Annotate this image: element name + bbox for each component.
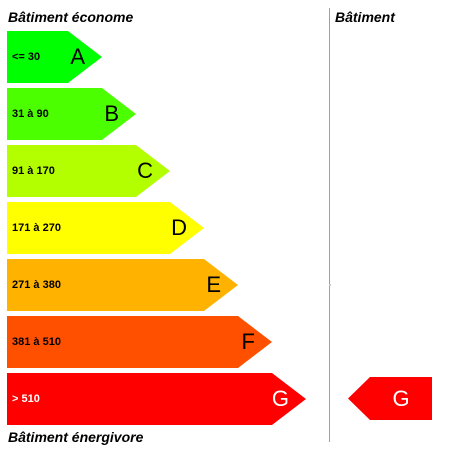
divider-marker [329, 284, 331, 286]
energy-class-g-range: > 510 [12, 393, 40, 405]
energy-class-g-bar: > 510 G [7, 373, 306, 425]
energy-class-f-letter: F [241, 329, 255, 354]
energy-class-c-letter: C [137, 158, 153, 183]
energy-class-a-bar: <= 30 A [7, 31, 102, 83]
building-class-letter: G [392, 385, 410, 411]
energy-class-d-letter: D [171, 215, 187, 240]
energy-class-e-letter: E [206, 272, 221, 297]
energy-class-c-bar: 91 à 170 C [7, 145, 170, 197]
energy-class-c-range: 91 à 170 [12, 165, 55, 177]
building-class-indicator: G [348, 377, 432, 420]
energy-class-a-range: <= 30 [12, 51, 41, 63]
energy-class-g-letter: G [271, 386, 289, 411]
header-economical: Bâtiment économe [8, 9, 134, 25]
energy-class-e-bar: 271 à 380 E [7, 259, 238, 311]
energy-class-b-letter: B [104, 101, 119, 126]
energy-class-f-range: 381 à 510 [12, 336, 61, 348]
header-energy-intensive: Bâtiment énergivore [8, 429, 144, 445]
energy-class-d-bar: 171 à 270 D [7, 202, 204, 254]
energy-class-b-bar: 31 à 90 B [7, 88, 136, 140]
energy-class-e-range: 271 à 380 [12, 279, 61, 291]
column-divider [329, 8, 330, 442]
energy-class-f-bar: 381 à 510 F [7, 316, 272, 368]
energy-class-d-range: 171 à 270 [12, 222, 61, 234]
header-building: Bâtiment [335, 9, 395, 25]
energy-class-b-range: 31 à 90 [12, 108, 49, 120]
energy-class-a-letter: A [70, 44, 85, 69]
